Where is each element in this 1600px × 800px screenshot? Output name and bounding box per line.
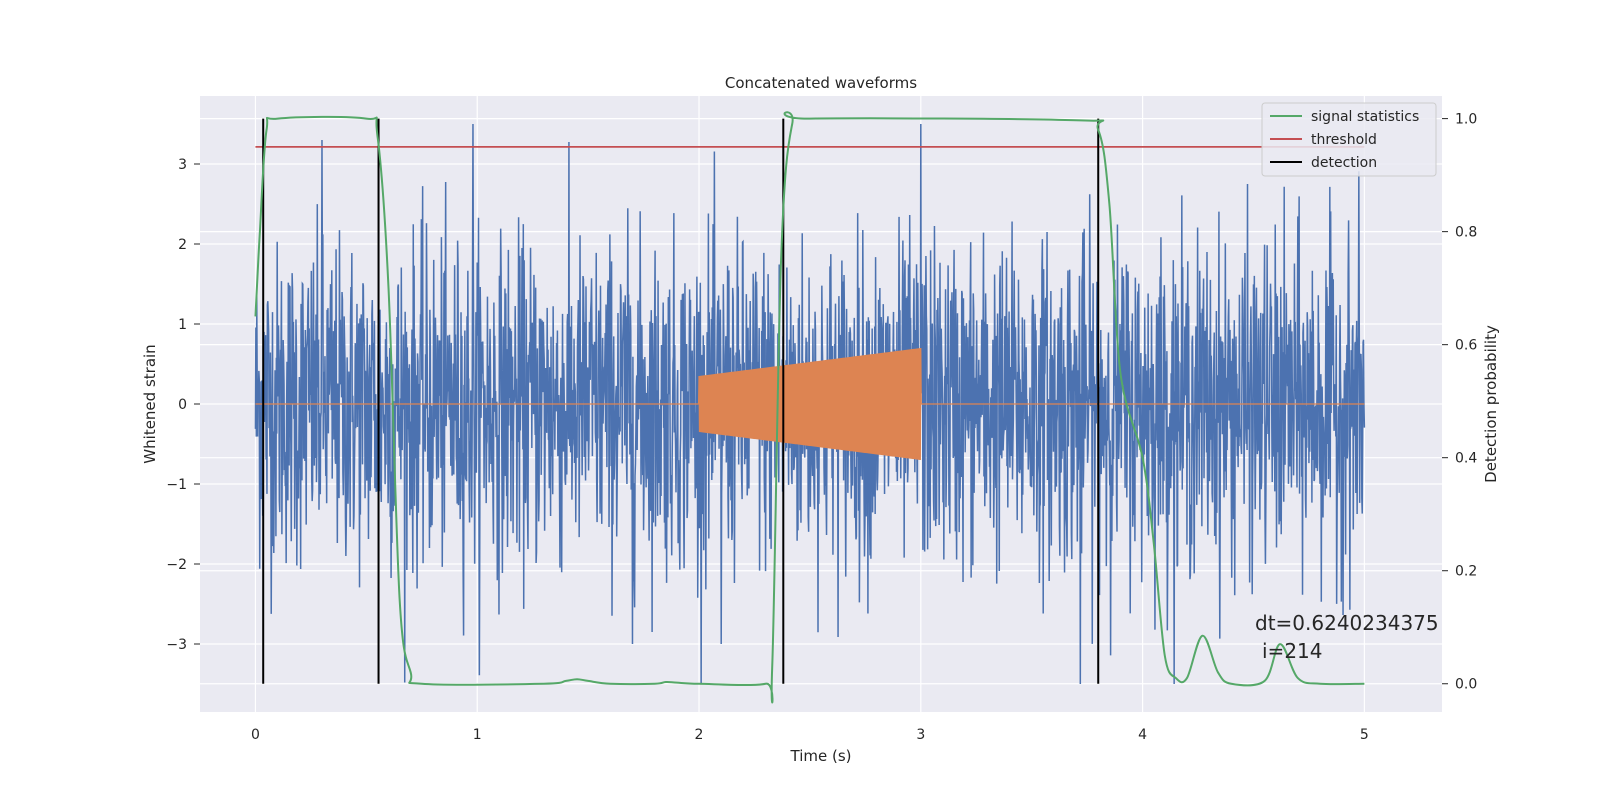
y-tick-label-right: 0.4 xyxy=(1455,451,1477,467)
x-tick-label: 2 xyxy=(695,727,704,743)
y-tick-label-left: −1 xyxy=(166,477,187,493)
y-tick-label-left: −2 xyxy=(166,557,187,573)
y-tick-label-right: 0.6 xyxy=(1455,338,1477,354)
legend-label-threshold: threshold xyxy=(1311,132,1377,148)
series-layer xyxy=(254,111,1366,704)
ticks-layer: 0 1 2 3 4 5 −3 −2 −1 0 1 2 3 0.0 0.2 0.4 0.6 0.8 1.0 xyxy=(166,112,1477,743)
x-tick-label: 0 xyxy=(251,727,260,743)
chart-title: Concatenated waveforms xyxy=(725,74,917,92)
y-tick-label-right: 0.2 xyxy=(1455,564,1477,580)
y-tick-label-right: 0.8 xyxy=(1455,225,1477,241)
x-tick-label: 5 xyxy=(1360,727,1369,743)
y-tick-label-left: 3 xyxy=(178,157,187,173)
series-chirp-line xyxy=(255,347,1365,460)
legend-label-signal-statistics: signal statistics xyxy=(1311,109,1419,125)
x-axis-label: Time (s) xyxy=(790,747,852,765)
annotation-dt: dt=0.6240234375 xyxy=(1255,611,1439,635)
y-tick-label-left: 0 xyxy=(178,397,187,413)
y-tick-label-left: 1 xyxy=(178,317,187,333)
legend-label-detection: detection xyxy=(1311,155,1377,171)
y-tick-label-right: 1.0 xyxy=(1455,112,1477,128)
y-axis-label-right: Detection probability xyxy=(1482,325,1500,483)
y-tick-label-left: −3 xyxy=(166,637,187,653)
y-tick-label-left: 2 xyxy=(178,237,187,253)
y-axis-label-left: Whitened strain xyxy=(141,344,159,463)
series-signal-statistics-line xyxy=(254,111,1365,704)
legend-box xyxy=(1261,102,1437,177)
x-tick-label: 1 xyxy=(473,727,482,743)
x-tick-label: 4 xyxy=(1138,727,1147,743)
legend: signal statistics threshold detection xyxy=(1261,102,1437,177)
x-tick-label: 3 xyxy=(916,727,925,743)
annotation-i: i=214 xyxy=(1262,639,1323,663)
y-tick-label-right: 0.0 xyxy=(1455,677,1477,693)
